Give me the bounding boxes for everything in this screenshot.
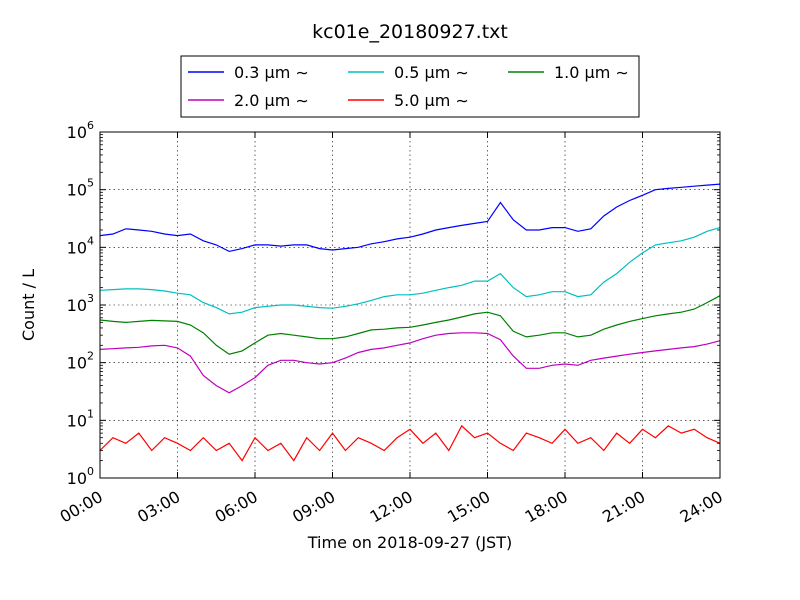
series-line [99, 295, 721, 355]
y-tick-label: 105 [67, 177, 94, 200]
y-tick-label: 104 [67, 234, 94, 257]
legend-label: 1.0 μm ∼ [554, 63, 629, 82]
series-line [99, 183, 721, 253]
legend-label: 0.5 μm ∼ [394, 63, 469, 82]
series-line [99, 227, 721, 315]
series-lines [99, 183, 721, 462]
y-tick-label: 100 [67, 465, 94, 488]
chart-title: kc01e_20180927.txt [312, 21, 508, 43]
legend-label: 2.0 μm ∼ [234, 91, 309, 110]
legend: 0.3 μm ∼ 0.5 μm ∼ 1.0 μm ∼ 2.0 μm ∼ 5.0 μm ∼ [180, 55, 640, 118]
y-axis-label: Count / L [19, 269, 38, 341]
legend-label: 5.0 μm ∼ [394, 91, 469, 110]
y-tick-label: 106 [67, 119, 94, 142]
x-axis-label: Time on 2018-09-27 (JST) [307, 533, 512, 552]
y-tick-label: 103 [67, 292, 94, 315]
y-axis: 100 101 102 103 104 105 106 [67, 119, 720, 488]
grid [100, 132, 720, 478]
legend-box [180, 55, 640, 118]
legend-label: 0.3 μm ∼ [234, 63, 309, 82]
series-line [99, 332, 721, 394]
y-tick-label: 102 [67, 350, 94, 373]
y-tick-label: 101 [67, 407, 94, 430]
series-line [99, 424, 721, 462]
